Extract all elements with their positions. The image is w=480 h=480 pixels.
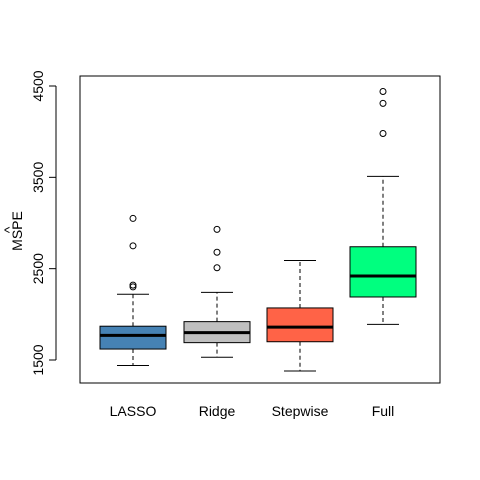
outlier-point (213, 225, 221, 233)
box-lasso (99, 325, 167, 350)
y-tick-label: 4500 (30, 70, 46, 101)
y-axis-label: MSPE (9, 211, 25, 251)
outlier-point (379, 99, 387, 107)
box-stepwise (266, 307, 334, 343)
plot-frame (79, 75, 441, 384)
x-category-label: LASSO (110, 403, 157, 419)
y-axis-label-accent: ^ (1, 226, 17, 233)
outlier-point (379, 129, 387, 137)
outlier-point (129, 283, 137, 291)
y-tick-label: 3500 (30, 162, 46, 193)
x-category-label: Ridge (199, 403, 236, 419)
y-tick-label: 2500 (30, 253, 46, 284)
outlier-point (129, 242, 137, 250)
outlier-point (213, 248, 221, 256)
outlier-point (129, 281, 137, 289)
box-full (349, 246, 417, 298)
y-tick-label: 1500 (30, 344, 46, 375)
outlier-point (213, 264, 221, 272)
outlier-point (129, 214, 137, 222)
x-category-label: Full (372, 403, 395, 419)
outlier-point (379, 87, 387, 95)
x-category-label: Stepwise (272, 403, 329, 419)
